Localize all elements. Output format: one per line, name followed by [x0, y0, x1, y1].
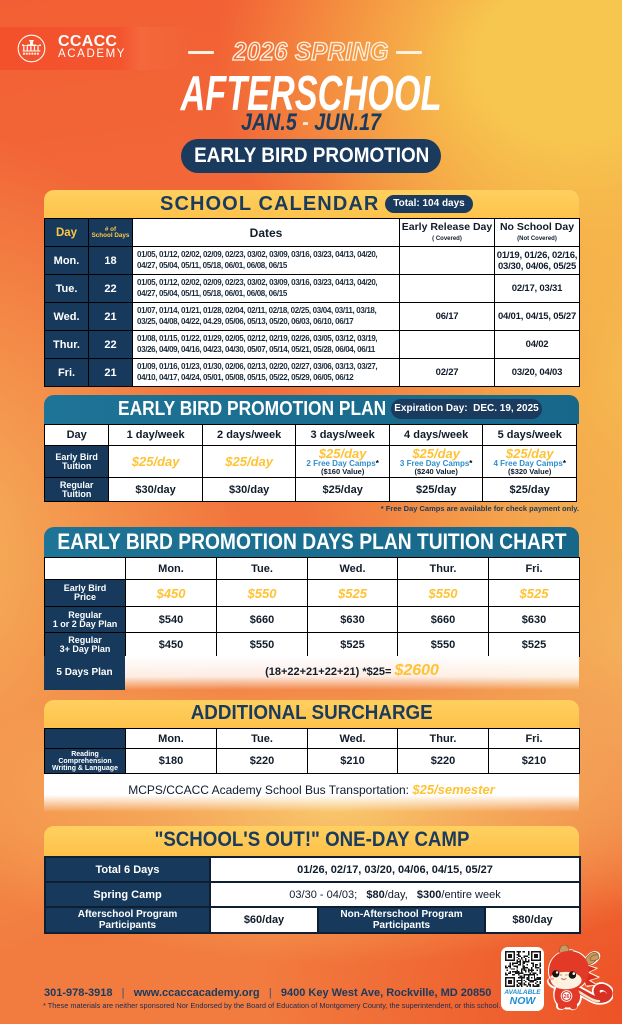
- svg-text:26: 26: [564, 994, 570, 1000]
